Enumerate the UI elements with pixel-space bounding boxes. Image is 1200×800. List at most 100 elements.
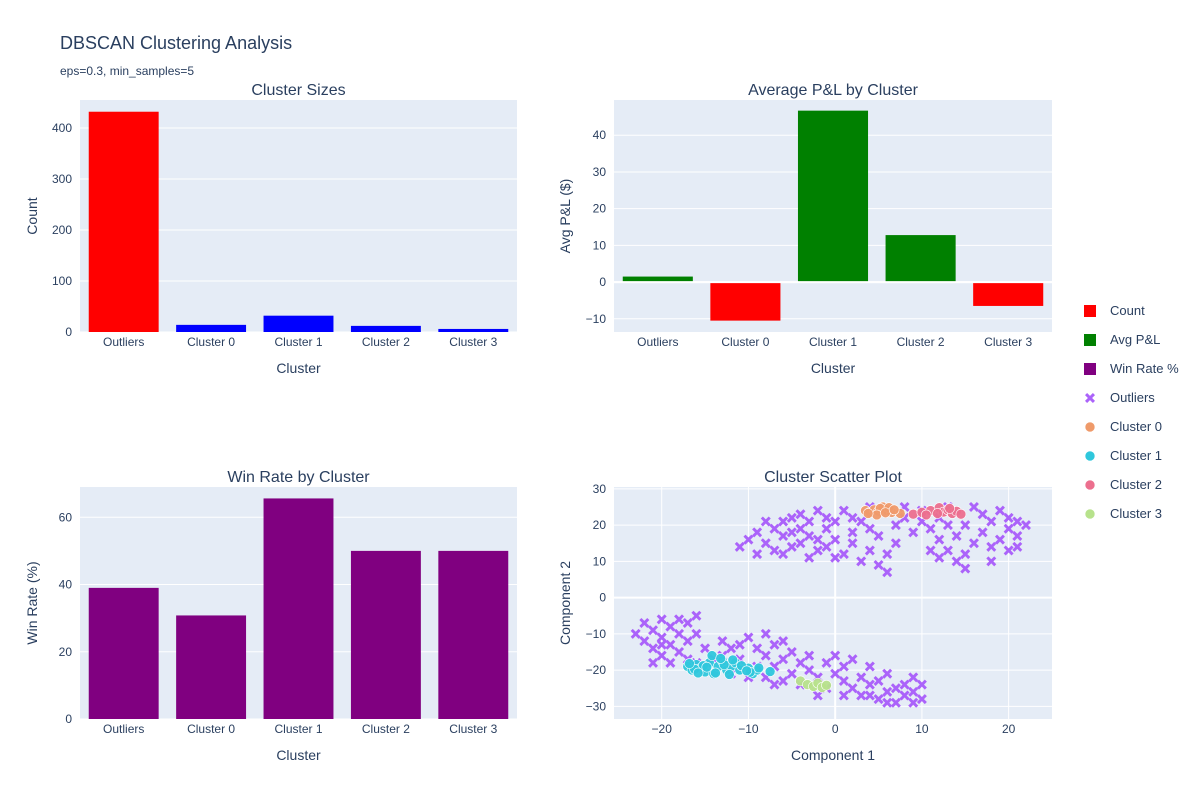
scatter-point-outlier <box>856 690 867 701</box>
scatter-point-outlier <box>873 559 884 570</box>
scatter-point-outlier <box>760 628 771 639</box>
scatter-point-outlier <box>856 516 867 527</box>
legend-item[interactable]: Cluster 3 <box>1080 499 1179 528</box>
x-tick-label: Cluster 1 <box>274 722 322 736</box>
x-axis-title: Cluster <box>276 360 321 376</box>
scatter-point-outlier <box>925 523 936 534</box>
scatter-point-outlier <box>821 657 832 668</box>
x-tick-label: 20 <box>1002 722 1016 736</box>
scatter-point-outlier <box>882 549 893 560</box>
x-tick-label: Outliers <box>103 335 144 349</box>
legend-swatch-icon <box>1084 450 1096 461</box>
x-tick-label: Outliers <box>103 722 144 736</box>
scatter-point-outlier <box>942 520 953 531</box>
scatter-point-outlier <box>786 668 797 679</box>
scatter-point-outlier <box>795 657 806 668</box>
scatter-point-outlier <box>908 686 919 697</box>
legend-circle-icon <box>1084 421 1096 432</box>
scatter-point-outlier <box>812 505 823 516</box>
scatter-point-outlier <box>752 549 763 560</box>
legend-item[interactable]: Cluster 0 <box>1080 412 1179 441</box>
legend-item[interactable]: Avg P&L <box>1080 325 1179 354</box>
scatter-point-outlier <box>925 545 936 556</box>
scatter-point-outlier <box>795 509 806 520</box>
legend-label: Avg P&L <box>1110 332 1161 347</box>
x-tick-label: Cluster 0 <box>721 335 769 349</box>
y-tick-label: 400 <box>52 121 72 135</box>
scatter-point <box>871 509 883 521</box>
scatter-point-outlier <box>847 512 858 523</box>
scatter-point-outlier <box>1003 545 1014 556</box>
subplot-title: Cluster Sizes <box>251 82 345 99</box>
scatter-point-outlier <box>812 690 823 701</box>
x-tick-label: Cluster 1 <box>809 335 857 349</box>
y-tick-label: 40 <box>593 128 607 142</box>
legend-label: Cluster 0 <box>1110 419 1163 434</box>
bar <box>710 282 781 321</box>
scatter-point-outlier <box>804 516 815 527</box>
legend[interactable]: Count Avg P&L Win Rate % Outliers Cluste… <box>1080 296 1179 528</box>
y-tick-label: 0 <box>65 325 72 339</box>
legend-circle-icon <box>1084 508 1096 519</box>
legend-item[interactable]: Cluster 2 <box>1080 470 1179 499</box>
scatter-point-outlier <box>778 516 789 527</box>
x-tick-label: Cluster 3 <box>449 722 497 736</box>
scatter-point <box>888 504 900 516</box>
scatter-point-outlier <box>864 661 875 672</box>
scatter-point-outlier <box>890 697 901 708</box>
scatter-point <box>724 669 735 680</box>
scatter-point <box>764 666 776 677</box>
scatter-point-outlier <box>717 636 728 647</box>
scatter-point-outlier <box>786 512 797 523</box>
scatter-point-outlier <box>847 654 858 665</box>
scatter-point-outlier <box>994 534 1005 545</box>
scatter-point-outlier <box>630 628 641 639</box>
scatter-point-outlier <box>778 675 789 686</box>
figure-title: DBSCAN Clustering Analysis <box>60 33 293 53</box>
scatter-point-outlier <box>821 523 832 534</box>
scatter-point-outlier <box>847 527 858 538</box>
scatter-point-outlier <box>769 545 780 556</box>
legend-label: Count <box>1110 303 1145 318</box>
legend-item[interactable]: Win Rate % <box>1080 354 1179 383</box>
scatter-point <box>710 667 721 679</box>
scatter-point-outlier <box>856 556 867 567</box>
legend-item[interactable]: Count <box>1080 296 1179 325</box>
x-tick-label: Cluster 0 <box>187 722 235 736</box>
scatter-point-outlier <box>743 632 754 643</box>
legend-item[interactable]: Cluster 1 <box>1080 441 1179 470</box>
legend-circle-icon <box>1084 450 1096 461</box>
y-tick-label: 10 <box>593 238 607 252</box>
scatter-point-outlier <box>934 552 945 563</box>
scatter-point-outlier <box>648 657 659 668</box>
y-tick-label: 200 <box>52 223 72 237</box>
figure-subtitle: eps=0.3, min_samples=5 <box>60 64 195 78</box>
y-tick-label: 100 <box>52 274 72 288</box>
scatter-point-outlier <box>882 686 893 697</box>
bar <box>622 276 693 283</box>
scatter-point-outlier <box>864 679 875 690</box>
bar <box>438 328 509 332</box>
legend-item[interactable]: Outliers <box>1080 383 1179 412</box>
scatter-point-outlier <box>986 516 997 527</box>
subplot-title: Cluster Scatter Plot <box>764 469 902 486</box>
x-axis-title: Cluster <box>811 360 856 376</box>
scatter-point-outlier <box>795 538 806 549</box>
bar <box>797 110 869 283</box>
scatter-point-outlier <box>873 694 884 705</box>
scatter-point-outlier <box>873 530 884 541</box>
x-axis-title: Component 1 <box>791 747 875 763</box>
scatter-point-outlier <box>838 549 849 560</box>
scatter-point <box>692 667 704 679</box>
y-tick-label: −20 <box>586 663 607 677</box>
scatter-point-outlier <box>786 646 797 657</box>
x-tick-label: −10 <box>738 722 759 736</box>
y-tick-label: −10 <box>586 627 607 641</box>
scatter-point-outlier <box>795 523 806 534</box>
y-tick-label: 20 <box>593 202 607 216</box>
x-tick-label: Cluster 2 <box>897 335 945 349</box>
scatter-point-outlier <box>908 697 919 708</box>
scatter-point <box>932 508 943 519</box>
bar <box>88 111 159 332</box>
scatter-point-outlier <box>734 541 745 552</box>
